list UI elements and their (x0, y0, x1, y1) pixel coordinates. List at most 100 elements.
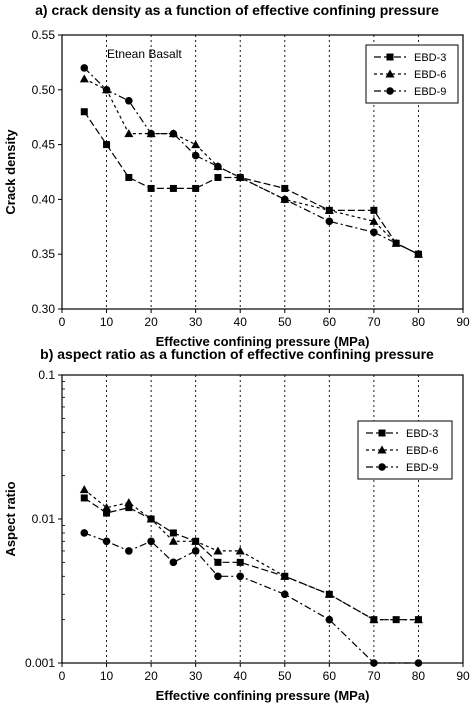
chart-b-y-axis-label: Aspect ratio (3, 481, 18, 556)
chart-a-data-point (147, 129, 155, 138)
chart-a-y-tick-label: 0.35 (32, 247, 56, 261)
chart-b-legend-marker (378, 429, 386, 437)
chart-b-data-point (125, 547, 133, 555)
chart-b-data-point (392, 616, 400, 624)
chart-b-data-point (125, 504, 133, 512)
chart-b-x-tick-label: 10 (100, 669, 114, 683)
chart-b-data-point (236, 558, 244, 566)
chart-a-legend-label: EBD-3 (414, 52, 446, 64)
chart-b-series-ebd-9 (80, 529, 423, 667)
chart-b-data-point (325, 615, 334, 624)
chart-b-data-point (324, 589, 334, 598)
chart-b-data-point (214, 572, 222, 581)
chart-b-x-tick-label: 30 (189, 669, 203, 683)
chart-a-series-ebd-9 (80, 64, 423, 258)
chart-b-data-point (191, 547, 200, 555)
chart-a-data-point (236, 173, 245, 182)
chart-a-legend-entry: EBD-9 (374, 86, 446, 98)
chart-b-x-tick-label: 70 (367, 669, 381, 683)
chart-b-data-point (236, 572, 245, 581)
chart-b-data-point (80, 529, 89, 537)
chart-b-data-point (280, 590, 289, 599)
chart-a-data-point (125, 96, 133, 105)
chart-b-data-point (191, 536, 201, 545)
chart-b-legend-entry: EBD-9 (366, 462, 438, 474)
chart-b-data-point (102, 503, 112, 512)
chart-b-legend-entry: EBD-3 (366, 428, 438, 440)
chart-a-data-point (214, 173, 222, 181)
chart-a-data-point (369, 216, 379, 225)
chart-a-data-point (214, 162, 222, 171)
chart-b-data-point (79, 485, 89, 494)
chart-a-data-point (281, 184, 289, 192)
chart-b-title: b) aspect ratio as a function of effecti… (40, 346, 434, 362)
chart-a-data-point (280, 195, 289, 204)
chart-b-x-axis-label: Effective confining pressure (MPa) (156, 688, 370, 703)
chart-a-data-point (124, 129, 134, 138)
chart-a-data-point (324, 205, 334, 214)
chart-b-data-point (102, 537, 111, 546)
chart-a-legend-entry: EBD-3 (374, 52, 446, 64)
chart-b-series-line (83, 489, 419, 621)
chart-b-data-point (370, 659, 378, 667)
chart-a-legend-marker (386, 87, 394, 95)
chart-a-data-point (147, 184, 155, 192)
chart-b-data-point (103, 509, 111, 517)
chart-a-data-point (103, 141, 111, 149)
chart-a-legend-marker (386, 53, 394, 61)
chart-b-data-point (168, 536, 178, 545)
chart-a-data-point (125, 173, 133, 181)
chart-b-x-tick-label: 80 (412, 669, 426, 683)
chart-b-data-point (214, 558, 222, 566)
chart-a-x-axis-label: Effective confining pressure (MPa) (156, 334, 370, 349)
chart-b-x-tick-label: 0 (59, 669, 66, 683)
chart-a-data-point (191, 140, 201, 149)
chart-b-x-tick-label: 90 (456, 669, 470, 683)
chart-b-x-tick-label: 40 (234, 669, 248, 683)
chart-b-legend-marker (377, 445, 387, 454)
chart-a-data-point (169, 129, 178, 138)
chart-a-y-tick-label: 0.45 (32, 138, 56, 152)
chart-a-data-point (192, 184, 200, 192)
chart-a-data-point (414, 250, 423, 258)
chart-b-series-ebd-6 (79, 485, 423, 624)
chart-a-legend-marker (385, 69, 395, 78)
chart-b-y-tick-label: 0.1 (38, 368, 55, 382)
chart-a-y-tick-label: 0.30 (32, 302, 56, 316)
chart-a-plot-frame (61, 34, 464, 310)
chart-a-x-tick-label: 80 (412, 315, 426, 329)
chart-a-x-tick-label: 50 (278, 315, 292, 329)
chart-b-data-point (369, 615, 379, 624)
chart-a-x-tick-label: 40 (234, 315, 248, 329)
chart-a-data-point (102, 86, 111, 94)
chart-a-data-point (370, 206, 378, 214)
chart-a-data-point (80, 64, 89, 72)
chart-b-data-point (124, 498, 134, 507)
chart-a-title: a) crack density as a function of effect… (35, 2, 439, 18)
chart-a-y-tick-label: 0.55 (32, 28, 56, 42)
chart-b-data-point (235, 546, 245, 555)
chart-a-legend-entry: EBD-6 (374, 69, 446, 81)
chart-b-series-line (83, 497, 419, 621)
chart-b-legend-label: EBD-9 (406, 462, 438, 474)
chart-a-x-tick-label: 20 (144, 315, 158, 329)
chart-b-data-point (146, 514, 156, 523)
chart-b-data-point (147, 537, 155, 546)
chart-b-legend-label: EBD-6 (406, 445, 438, 457)
chart-a-data-point (79, 74, 89, 83)
chart-b-data-point (213, 546, 223, 555)
chart-b-series-line (84, 532, 419, 664)
chart-a-x-tick-label: 60 (323, 315, 337, 329)
chart-a-data-point (325, 217, 334, 226)
chart-a-series-line (83, 67, 419, 255)
chart-b-legend-entry: EBD-6 (366, 445, 438, 457)
chart-b-legend-marker (378, 463, 386, 471)
chart-a-legend-label: EBD-9 (414, 86, 446, 98)
chart-b-legend-label: EBD-3 (406, 428, 438, 440)
chart-a-data-point (80, 108, 88, 116)
chart-a-x-tick-label: 0 (59, 315, 66, 329)
chart-b-x-tick-label: 20 (144, 669, 158, 683)
chart-a-data-point (169, 184, 177, 192)
chart-a-data-point (191, 151, 200, 160)
